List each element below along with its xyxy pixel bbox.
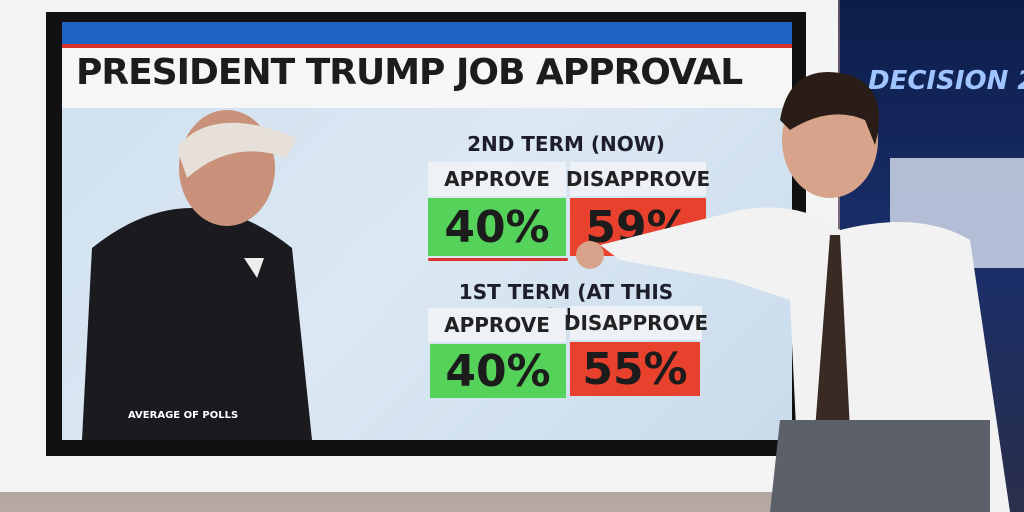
footnote: AVERAGE OF POLLS [128,410,239,421]
approve-label: APPROVE [428,308,566,342]
approve-label: APPROVE [428,162,566,196]
presenter [576,72,1010,512]
title-stripe [62,22,792,44]
approve-value: 40% [428,198,566,256]
term-label: 1ST TERM (AT THIS POINT) [458,280,674,328]
disapprove-label: DISAPPROVE [564,306,708,340]
underline [428,258,568,261]
title-band [62,48,792,108]
approve-value: 40% [430,344,566,398]
title-rule [62,44,792,48]
disapprove-value: 55% [570,342,700,396]
screen-title: PRESIDENT TRUMP JOB APPROVAL [76,52,743,93]
disapprove-label: DISAPPROVE [566,162,710,196]
portrait [82,110,312,440]
term-label: 2ND TERM (NOW) [467,132,665,156]
banner-text: DECISION 2026 [868,66,1024,96]
